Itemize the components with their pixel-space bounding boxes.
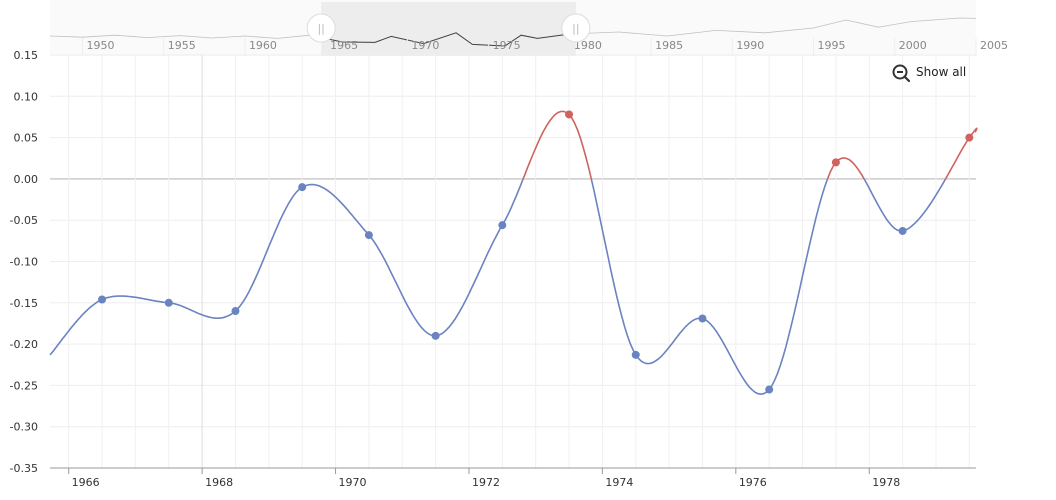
y-tick-label: -0.15 (10, 297, 38, 310)
data-point[interactable] (698, 314, 707, 323)
y-tick-label: 0.15 (14, 49, 39, 62)
data-point[interactable] (831, 158, 840, 167)
scrollbar-background (50, 0, 976, 56)
data-point[interactable] (965, 133, 974, 142)
grip-right-icon: || (572, 22, 579, 35)
x-tick-label: 1978 (872, 476, 900, 489)
series-line-positive (944, 127, 978, 180)
scrollbar-year-labels: 1950 1955 1960 1965 1970 1975 1980 1985 1990 1995… (81, 38, 1008, 56)
scrollbar-year-label: 1980 (574, 39, 602, 52)
scrollbar-grip-left[interactable]: || (306, 13, 336, 43)
scrollbar-year-label: 1995 (818, 39, 846, 52)
series-line-positive (522, 110, 593, 180)
x-axis-labels: 1966 1968 1970 1972 1974 1976 1978 (68, 468, 900, 489)
x-tick-label: 1976 (739, 476, 767, 489)
data-point[interactable] (898, 226, 907, 235)
y-tick-label: -0.30 (10, 421, 38, 434)
scrollbar-year-label: 2000 (899, 39, 927, 52)
zoom-out-icon[interactable] (892, 64, 911, 83)
data-point[interactable] (565, 110, 574, 119)
y-tick-label: -0.10 (10, 256, 38, 269)
data-point[interactable] (231, 307, 240, 316)
scrollbar-grip-right[interactable]: || (561, 13, 591, 43)
scrollbar[interactable]: 1950 1955 1960 1965 1970 1975 1980 1985 1990 1995… (49, 0, 1008, 56)
data-point[interactable] (631, 350, 640, 359)
y-tick-label: -0.05 (10, 214, 38, 227)
y-tick-label: -0.25 (10, 379, 38, 392)
overview-line-selected (309, 32, 570, 47)
data-point[interactable] (164, 298, 173, 307)
grip-right-circle[interactable] (561, 13, 591, 43)
x-tick-label: 1974 (605, 476, 633, 489)
y-tick-label: 0.05 (14, 132, 39, 145)
grip-left-icon: || (317, 22, 324, 35)
data-point[interactable] (498, 221, 507, 230)
data-point[interactable] (364, 231, 373, 240)
data-point[interactable] (765, 385, 774, 394)
y-tick-label: 0.00 (14, 173, 39, 186)
data-point[interactable] (98, 295, 107, 304)
x-tick-label: 1972 (472, 476, 500, 489)
scrollbar-year-label: 1990 (736, 39, 764, 52)
grip-left-circle[interactable] (306, 13, 336, 43)
plot-area: 0.15 0.10 0.05 0.00 -0.05 -0.10 -0.15 -0.20 -0.2… (10, 49, 978, 489)
series-line-negative (590, 178, 829, 396)
series-line-negative (49, 178, 524, 356)
show-all-button[interactable]: Show all (892, 64, 967, 83)
show-all-label[interactable]: Show all (916, 65, 966, 79)
scrollbar-selection[interactable] (321, 2, 576, 56)
series-line-negative (863, 178, 947, 232)
y-tick-label: -0.35 (10, 462, 38, 475)
y-tick-label: -0.20 (10, 338, 38, 351)
series-line-positive (826, 157, 865, 180)
y-tick-label: 0.10 (14, 90, 39, 103)
x-tick-label: 1966 (72, 476, 100, 489)
scrollbar-year-label: 1970 (411, 39, 439, 52)
x-tick-label: 1968 (205, 476, 233, 489)
scrollbar-year-label: 1955 (168, 39, 196, 52)
series-markers (98, 110, 974, 394)
y-axis-labels: 0.15 0.10 0.05 0.00 -0.05 -0.10 -0.15 -0.20 -0.2… (10, 49, 38, 475)
scrollbar-year-label: 1965 (330, 39, 358, 52)
series-lines (49, 110, 978, 396)
scrollbar-year-label: 1985 (655, 39, 683, 52)
scrollbar-year-label: 1975 (493, 39, 521, 52)
scrollbar-year-label: 1950 (86, 39, 114, 52)
scrollbar-year-label: 1960 (249, 39, 277, 52)
data-point[interactable] (298, 183, 307, 192)
scrollbar-year-label: 2005 (980, 39, 1008, 52)
grid (50, 54, 976, 469)
x-tick-label: 1970 (339, 476, 367, 489)
data-point[interactable] (431, 331, 440, 340)
